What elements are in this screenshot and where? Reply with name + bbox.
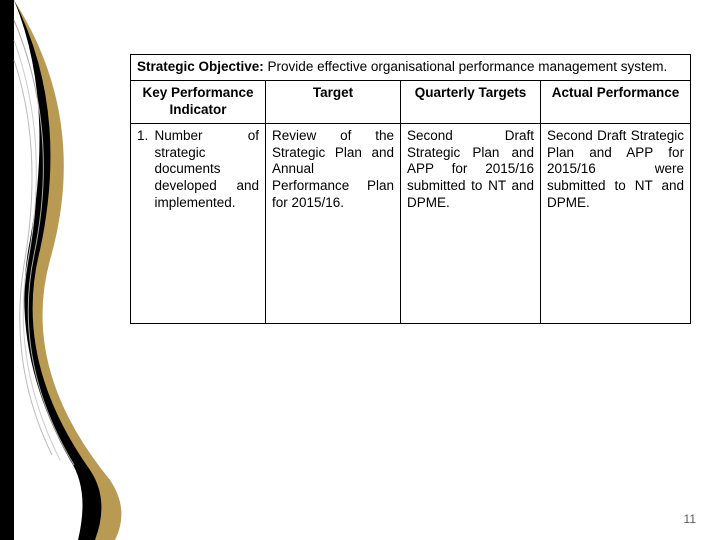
header-target: Target xyxy=(266,80,401,123)
table-row: 1. Number of strategic documents develop… xyxy=(131,123,691,323)
performance-table: Strategic Objective: Provide effective o… xyxy=(130,54,691,324)
header-actual: Actual Performance xyxy=(541,80,691,123)
objective-label: Strategic Objective: xyxy=(137,59,264,74)
header-quarterly: Quarterly Targets xyxy=(401,80,541,123)
header-kpi: Key Performance Indicator xyxy=(131,80,266,123)
side-decoration xyxy=(0,0,130,540)
page-number: 11 xyxy=(684,512,696,526)
objective-row: Strategic Objective: Provide effective o… xyxy=(131,55,691,81)
quarterly-cell: Second Draft Strategic Plan and APP for … xyxy=(401,123,541,323)
header-row: Key Performance Indicator Target Quarter… xyxy=(131,80,691,123)
objective-text: Provide effective organisational perform… xyxy=(264,59,667,74)
target-cell: Review of the Strategic Plan and Annual … xyxy=(266,123,401,323)
kpi-cell: Number of strategic documents developed … xyxy=(153,123,266,323)
row-number: 1. xyxy=(131,123,153,323)
strategic-objective-cell: Strategic Objective: Provide effective o… xyxy=(131,55,691,81)
performance-table-container: Strategic Objective: Provide effective o… xyxy=(130,54,690,324)
actual-cell: Second Draft Strategic Plan and APP for … xyxy=(541,123,691,323)
